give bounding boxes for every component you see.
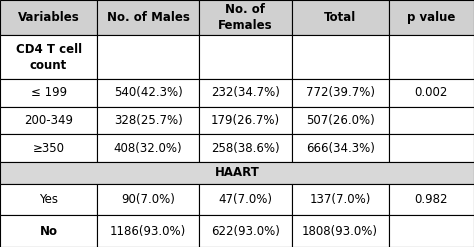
Text: 328(25.7%): 328(25.7%) (114, 114, 182, 127)
Text: 179(26.7%): 179(26.7%) (211, 114, 280, 127)
Text: No. of
Females: No. of Females (218, 3, 273, 32)
Bar (389, 0, 474, 35)
Bar (199, 184, 292, 215)
Bar (292, 0, 389, 35)
Bar (292, 107, 389, 134)
Text: 1808(93.0%): 1808(93.0%) (302, 225, 378, 238)
Text: 200-349: 200-349 (24, 114, 73, 127)
Bar (0, 107, 97, 134)
Text: 232(34.7%): 232(34.7%) (211, 86, 280, 99)
Text: ≥350: ≥350 (33, 142, 64, 155)
Text: ≤ 199: ≤ 199 (30, 86, 67, 99)
Bar (0, 79, 97, 107)
Text: 666(34.3%): 666(34.3%) (306, 142, 374, 155)
Text: HAART: HAART (215, 166, 259, 179)
Bar (292, 134, 389, 162)
Bar (292, 215, 389, 247)
Bar (97, 107, 199, 134)
Bar (0, 134, 97, 162)
Text: No. of Males: No. of Males (107, 11, 190, 24)
Bar (292, 184, 389, 215)
Bar (0, 184, 97, 215)
Bar (199, 107, 292, 134)
Bar (389, 79, 474, 107)
Bar (0, 35, 97, 79)
Bar (97, 134, 199, 162)
Text: 0.982: 0.982 (415, 193, 448, 206)
Bar (199, 134, 292, 162)
Text: CD4 T cell
count: CD4 T cell count (16, 42, 82, 72)
Bar (97, 0, 199, 35)
Bar (0, 215, 97, 247)
Bar (0, 0, 97, 35)
Bar (389, 35, 474, 79)
Bar (389, 134, 474, 162)
Bar (389, 184, 474, 215)
Bar (292, 79, 389, 107)
Text: 622(93.0%): 622(93.0%) (211, 225, 280, 238)
Bar (199, 215, 292, 247)
Bar (389, 107, 474, 134)
Bar (389, 215, 474, 247)
Text: Variables: Variables (18, 11, 80, 24)
Text: p value: p value (407, 11, 456, 24)
Text: 772(39.7%): 772(39.7%) (306, 86, 374, 99)
Bar (97, 215, 199, 247)
Text: 0.002: 0.002 (415, 86, 448, 99)
Bar (97, 184, 199, 215)
Text: 1186(93.0%): 1186(93.0%) (110, 225, 186, 238)
Bar (199, 79, 292, 107)
Bar (199, 0, 292, 35)
Text: 137(7.0%): 137(7.0%) (310, 193, 371, 206)
Text: 258(38.6%): 258(38.6%) (211, 142, 280, 155)
Bar (97, 35, 199, 79)
Bar (292, 35, 389, 79)
Bar (0, 162, 474, 184)
Text: 408(32.0%): 408(32.0%) (114, 142, 182, 155)
Text: Yes: Yes (39, 193, 58, 206)
Text: 507(26.0%): 507(26.0%) (306, 114, 374, 127)
Text: 540(42.3%): 540(42.3%) (114, 86, 182, 99)
Bar (97, 79, 199, 107)
Text: 90(7.0%): 90(7.0%) (121, 193, 175, 206)
Bar (199, 35, 292, 79)
Text: Total: Total (324, 11, 356, 24)
Text: 47(7.0%): 47(7.0%) (219, 193, 272, 206)
Text: No: No (40, 225, 57, 238)
